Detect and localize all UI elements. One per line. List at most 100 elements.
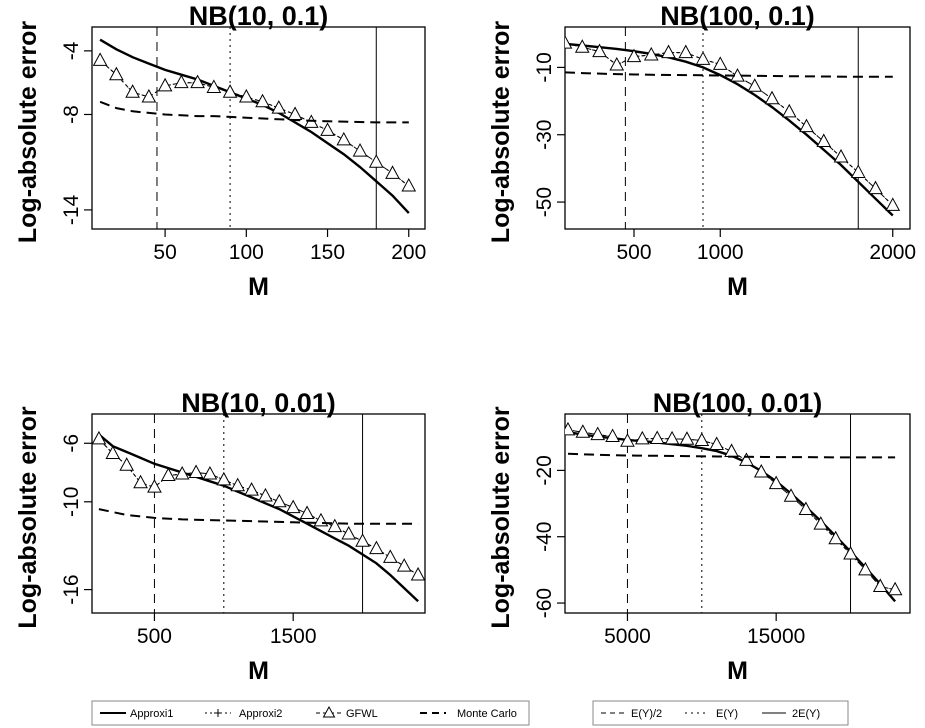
gfwl-point: [565, 421, 576, 436]
gfwl-point: [783, 488, 799, 502]
y-tick-label: -8: [60, 105, 83, 124]
legend-label: E(Y): [716, 708, 738, 720]
x-axis-label: M: [727, 273, 748, 301]
series-monte-carlo-line: [565, 71, 893, 78]
gfwl-point: [816, 133, 832, 147]
gfwl-point: [565, 35, 573, 49]
chart-title: NB(100, 0.1): [660, 1, 815, 31]
gfwl-point: [747, 78, 763, 92]
gfwl-point: [190, 74, 205, 89]
gfwl-point: [174, 465, 190, 480]
series-monte-carlo-line: [567, 452, 896, 459]
gfwl-point: [396, 558, 412, 572]
gfwl-point: [887, 581, 903, 596]
gfwl-point: [188, 464, 204, 479]
legend-label: E(Y)/2: [631, 708, 662, 720]
series-monte-carlo-line: [98, 508, 419, 525]
gfwl-point: [202, 465, 218, 480]
gfwl-point: [626, 48, 642, 63]
gfwl-point: [341, 525, 357, 540]
x-axis-label: M: [727, 657, 748, 685]
y-axis-label: Log-absolute error: [14, 21, 42, 244]
x-tick-label: 1000: [697, 241, 744, 264]
x-tick-label: 1500: [270, 625, 317, 648]
gfwl-point: [327, 518, 343, 533]
gfwl-point: [320, 122, 335, 136]
gfwl-point: [238, 88, 254, 103]
y-tick-label: -4: [60, 41, 83, 60]
gfwl-point: [764, 90, 780, 105]
gfwl-point: [258, 487, 273, 502]
series-approxi1-line: [99, 38, 410, 214]
y-axis-label: Log-absolute error: [487, 406, 515, 629]
gfwl-point: [206, 79, 222, 93]
x-tick-label: 15000: [747, 625, 805, 648]
gfwl-point: [382, 549, 398, 563]
plot-frame: [564, 413, 911, 614]
chart-title: NB(100, 0.01): [653, 388, 823, 418]
gfwl-point: [369, 540, 384, 555]
gfwl-point: [678, 44, 694, 59]
gfwl-point: [620, 433, 635, 447]
plot-area: [565, 414, 903, 613]
y-tick-label: -14: [60, 194, 83, 225]
gfwl-point: [222, 84, 238, 98]
chart-title: NB(10, 0.01): [181, 388, 336, 418]
series-gfwl-line: [565, 42, 894, 206]
gfwl-point: [92, 52, 108, 66]
y-tick-label: -6: [60, 434, 83, 453]
legend-plus-marker: [214, 709, 222, 717]
gfwl-point: [768, 475, 784, 490]
gfwl-point: [133, 474, 148, 489]
gfwl-point: [695, 51, 711, 65]
gfwl-point: [401, 178, 417, 192]
gfwl-point: [299, 505, 315, 519]
gfwl-point: [858, 561, 873, 576]
gfwl-point: [592, 43, 607, 58]
gfwl-point: [352, 143, 368, 157]
series-monte-carlo-line: [99, 100, 409, 124]
gfwl-point: [843, 545, 858, 560]
gfwl-point: [574, 39, 590, 53]
plot-area: [92, 414, 425, 613]
x-tick-label: 500: [616, 241, 651, 264]
gfwl-point: [160, 467, 176, 481]
x-tick-label: 2000: [869, 241, 916, 264]
gfwl-point: [753, 463, 769, 478]
legend-label: Approxi2: [239, 708, 282, 720]
plot-frame: [91, 413, 426, 614]
gfwl-point: [712, 56, 728, 70]
y-tick-label: -10: [60, 487, 83, 517]
gfwl-point: [679, 431, 695, 445]
y-tick-label: -16: [60, 574, 83, 604]
plot-frame: [91, 26, 426, 230]
chart-panel: NB(10, 0.1) 50 100 150 200 M -4 -8 -14 Log-absolu…: [14, 1, 426, 301]
y-tick-label: -20: [533, 455, 556, 485]
gfwl-point: [368, 154, 384, 168]
y-tick-label: -50: [533, 187, 556, 217]
x-tick-label: 100: [229, 241, 264, 264]
y-tick-label: -30: [533, 120, 556, 150]
gfwl-point: [885, 197, 901, 211]
gfwl-point: [287, 106, 303, 120]
gfwl-point: [109, 66, 124, 81]
gfwl-point: [634, 430, 650, 445]
gfwl-point: [174, 74, 189, 89]
gfwl-point: [255, 93, 270, 108]
gfwl-point: [868, 180, 883, 195]
y-axis-label: Log-absolute error: [487, 21, 515, 244]
gfwl-point: [244, 482, 259, 496]
y-tick-label: -60: [533, 588, 556, 618]
gfwl-point: [271, 493, 287, 508]
chart-title: NB(10, 0.1): [189, 1, 329, 31]
legend-label: Monte Carlo: [457, 708, 517, 720]
x-tick-label: 150: [310, 241, 345, 264]
gfwl-point: [105, 445, 121, 460]
gfwl-point: [833, 148, 849, 163]
legend-label: Approxi1: [130, 708, 173, 720]
gfwl-point: [216, 471, 232, 486]
plot-area: [565, 27, 901, 229]
plot-frame: [564, 26, 911, 230]
